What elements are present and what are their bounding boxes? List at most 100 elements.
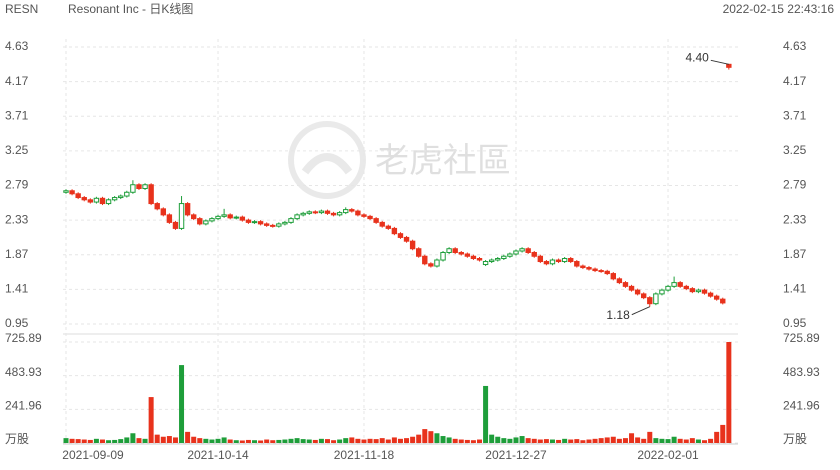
candle-body <box>105 199 112 205</box>
volume-tick-label-right: 483.93 <box>783 365 820 379</box>
candle-body <box>160 208 166 216</box>
volume-bar <box>191 436 197 443</box>
volume-bar <box>446 437 452 443</box>
volume-bar <box>495 436 501 443</box>
candle-body <box>172 221 179 229</box>
candle-body <box>130 184 136 193</box>
candle-body <box>604 270 610 275</box>
volume-tick-label: 483.93 <box>5 365 42 379</box>
volume-bar <box>604 437 610 443</box>
volume-bar <box>671 436 677 443</box>
volume-bar <box>215 438 221 443</box>
candle-body <box>99 197 106 205</box>
volume-bar <box>221 437 227 443</box>
volume-bar <box>106 440 112 443</box>
volume-bar <box>75 439 81 443</box>
x-tick-label: 2021-12-27 <box>485 448 547 462</box>
volume-bar <box>549 439 555 443</box>
candle-body <box>537 255 544 263</box>
volume-bar <box>294 438 300 443</box>
volume-bar <box>610 436 616 443</box>
candle-body <box>555 259 562 263</box>
volume-bar <box>361 439 367 443</box>
volume-bar <box>300 439 306 443</box>
candle-body <box>507 253 513 257</box>
y-tick-label-right: 2.79 <box>783 178 807 192</box>
y-tick-label-right: 1.87 <box>783 247 807 261</box>
volume-bar <box>702 440 708 443</box>
volume-bar <box>452 438 458 443</box>
volume-bar <box>641 438 647 443</box>
volume-bar <box>616 438 622 443</box>
chart-title: Resonant Inc - 日K线图 <box>68 2 193 16</box>
volume-bar <box>258 440 264 443</box>
y-tick-label-right: 4.63 <box>783 39 807 53</box>
volume-bar <box>726 342 732 443</box>
candle-body <box>336 212 343 216</box>
candle-body <box>87 199 94 203</box>
volume-bar <box>513 437 519 443</box>
candle-body <box>695 289 702 293</box>
volume-bar <box>543 439 549 443</box>
candle-body <box>142 184 148 190</box>
candle-body <box>495 258 501 261</box>
candle-body <box>561 258 568 263</box>
y-tick-label: 3.71 <box>5 108 29 122</box>
volume-bar <box>385 439 391 443</box>
candle-body <box>659 289 665 295</box>
volume-bar <box>379 438 385 443</box>
candle-body <box>543 261 550 265</box>
volume-bar <box>416 434 422 443</box>
candle-body <box>349 209 355 212</box>
volume-bar <box>720 424 726 443</box>
volume-bar <box>245 439 251 443</box>
candle-body <box>671 282 677 287</box>
candle-body <box>257 221 264 225</box>
candle-body <box>227 214 233 219</box>
y-tick-label-right: 3.25 <box>783 143 807 157</box>
candle-body <box>197 218 203 225</box>
candle-body <box>312 211 319 214</box>
candle-body <box>422 255 428 265</box>
candle-body <box>580 265 586 269</box>
candle-body <box>300 212 306 216</box>
volume-bar <box>580 440 586 443</box>
volume-bar <box>367 438 373 443</box>
candle-body <box>428 263 434 267</box>
candle-body <box>689 288 696 293</box>
volume-tick-label: 725.89 <box>5 331 42 345</box>
volume-bar <box>179 365 185 443</box>
volume-bar <box>659 438 665 443</box>
candle-body <box>318 210 325 214</box>
volume-bar <box>124 437 130 443</box>
volume-bar <box>525 438 531 443</box>
timestamp: 2022-02-15 22:43:16 <box>723 2 835 16</box>
volume-bar <box>556 439 562 443</box>
volume-bar <box>464 439 470 443</box>
candle-body <box>288 218 294 223</box>
candle-body <box>482 261 489 266</box>
candle-body <box>361 214 367 217</box>
volume-bar <box>63 438 69 443</box>
watermark: 老虎社區 <box>375 142 511 180</box>
volume-bar <box>172 437 178 443</box>
volume-bar <box>440 436 446 443</box>
candle-body <box>136 184 142 190</box>
x-tick-label: 2022-02-01 <box>637 448 699 462</box>
candle-body <box>574 261 580 267</box>
candle-body <box>519 248 525 252</box>
volume-bar <box>501 438 507 443</box>
candle-body <box>525 248 531 253</box>
ticker: RESN <box>5 2 38 16</box>
volume-bar <box>653 438 659 443</box>
candle-body <box>330 212 337 216</box>
candle-body <box>458 251 464 255</box>
volume-bar <box>683 439 689 443</box>
y-tick-label: 2.79 <box>5 178 29 192</box>
y-tick-label: 4.63 <box>5 39 29 53</box>
y-tick-label-right: 3.71 <box>783 108 807 122</box>
y-tick-label: 1.87 <box>5 247 29 261</box>
volume-bar <box>507 438 513 443</box>
volume-bar <box>695 439 701 443</box>
volume-bar <box>81 439 87 443</box>
